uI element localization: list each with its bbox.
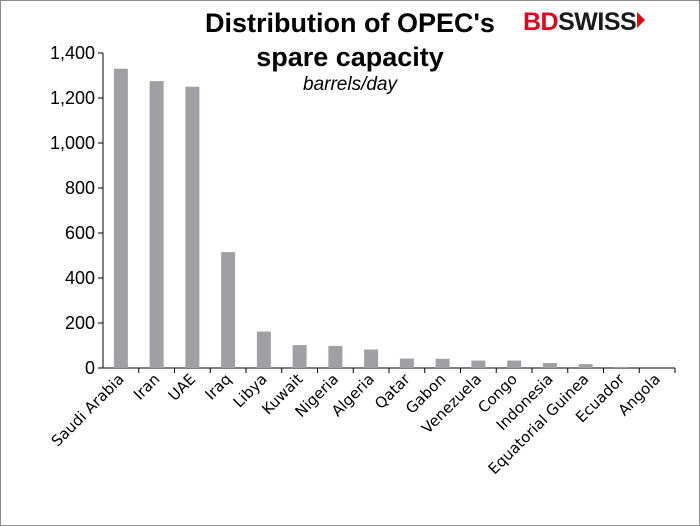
y-tick-label: 200 (65, 313, 95, 333)
y-tick-label: 1,400 (50, 43, 95, 63)
chart-subtitle: barrels/day (303, 74, 397, 95)
logo-text-swiss: SWISS (558, 8, 637, 36)
y-tick-label: 0 (85, 358, 95, 378)
y-tick-labels: 0 200 400 600 800 1,000 1,200 1,400 (50, 43, 95, 378)
y-axis (98, 52, 104, 369)
bar (328, 345, 343, 368)
chart-title-line2: spare capacity (256, 42, 444, 72)
bar (614, 366, 629, 368)
y-tick-label: 800 (65, 178, 95, 198)
bar (542, 363, 557, 368)
bar (507, 360, 522, 368)
logo-arrow-icon (637, 12, 646, 28)
y-tick-label: 1,000 (50, 133, 95, 153)
bar (221, 252, 236, 368)
y-tick-label: 600 (65, 223, 95, 243)
x-tick-label: Iran (130, 370, 163, 403)
y-tick-label: 400 (65, 268, 95, 288)
bar (364, 349, 379, 368)
bar (292, 345, 307, 368)
chart-title-line1: Distribution of OPEC's (205, 8, 495, 38)
bdswiss-logo: BDSWISS (523, 8, 646, 38)
bar (435, 358, 450, 368)
x-tick-label: Saudi Arabia (48, 370, 128, 450)
bar (578, 364, 593, 368)
bar (471, 360, 486, 368)
bar (185, 86, 200, 368)
x-tick-labels: Saudi Arabia Iran UAE IraqLibyaKuwaitNigeri… (48, 370, 664, 478)
bar (113, 68, 128, 368)
x-axis (103, 367, 676, 373)
x-tick-label: UAE (165, 370, 199, 404)
logo-text-bd: BD (523, 8, 559, 36)
bars (113, 68, 629, 368)
bar (149, 81, 164, 368)
y-tick-label: 1,200 (50, 88, 95, 108)
bar (256, 331, 271, 368)
bar (399, 358, 414, 368)
